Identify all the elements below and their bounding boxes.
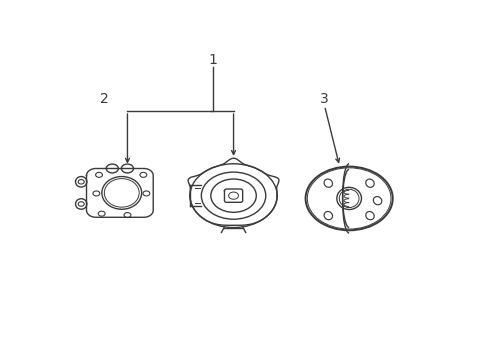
Text: 2: 2 bbox=[100, 92, 109, 105]
Text: 1: 1 bbox=[208, 53, 217, 67]
Text: 3: 3 bbox=[320, 92, 328, 105]
